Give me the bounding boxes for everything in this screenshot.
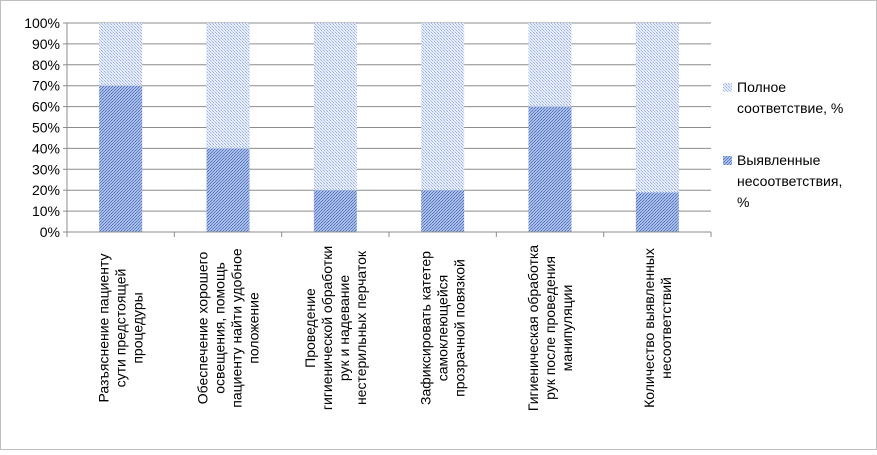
bar-segment <box>528 106 572 232</box>
x-tick-label: Гигиеническая обработкарук после проведе… <box>525 245 575 411</box>
y-axis: 0% 10% 20% 30% 40% 50% 60% 70% 80% 90% 100% <box>24 15 68 240</box>
bar-segment <box>313 190 357 232</box>
legend-label: Полное соответствие, % <box>737 79 843 116</box>
legend-item: Выявленные несоответствия,% <box>723 152 842 210</box>
legend-swatch <box>723 83 732 92</box>
x-tick-label: Разъяснение пациентусути предстоящейпроц… <box>96 254 146 403</box>
y-tick-label: 90% <box>32 36 60 52</box>
legend-swatch <box>723 156 732 165</box>
x-tick-label: Обеспечение хорошегоосвещения, помощьпац… <box>195 248 262 408</box>
y-tick-label: 100% <box>24 15 60 31</box>
y-tick-label: 0% <box>40 224 60 240</box>
legend-item: Полное соответствие, % <box>723 79 843 116</box>
bar-segment <box>421 23 465 191</box>
legend: Полное соответствие, % Выявленные несоответ… <box>723 79 843 210</box>
svg-text:Разъяснение пациентусути предс: Разъяснение пациентусути предстоящейпроц… <box>96 254 146 403</box>
bar-segment <box>528 23 572 107</box>
svg-text:Зафиксировать катетерсамоклеющ: Зафиксировать катетерсамоклеющейсяпрозра… <box>418 251 468 405</box>
y-tick-label: 10% <box>32 203 60 219</box>
bar-segment <box>421 190 465 232</box>
bar-segment <box>635 23 679 193</box>
y-tick-label: 60% <box>32 99 60 115</box>
svg-text:Обеспечение хорошегоосвещения,: Обеспечение хорошегоосвещения, помощьпац… <box>195 248 262 408</box>
bar-segment <box>99 23 143 86</box>
bar-segment <box>313 23 357 191</box>
y-tick-label: 70% <box>32 78 60 94</box>
y-tick-label: 30% <box>32 161 60 177</box>
y-tick-label: 50% <box>32 120 60 136</box>
bar-segment <box>99 85 143 232</box>
svg-text:Количество выявленныхнесоответ: Количество выявленныхнесоответствий <box>641 248 674 408</box>
bar-segment <box>206 23 250 149</box>
x-tick-label: Проведениегигиенической обработкирук и н… <box>302 246 369 410</box>
svg-text:Проведениегигиенической обрабо: Проведениегигиенической обработкирук и н… <box>302 246 369 410</box>
y-tick-label: 80% <box>32 57 60 73</box>
x-tick-label: Количество выявленныхнесоответствий <box>641 248 674 408</box>
x-axis: Разъяснение пациентусути предстоящейпроц… <box>66 231 712 411</box>
y-tick-label: 20% <box>32 182 60 198</box>
x-tick-label: Зафиксировать катетерсамоклеющейсяпрозра… <box>418 251 468 405</box>
svg-text:Гигиеническая обработкарук пос: Гигиеническая обработкарук после проведе… <box>525 245 575 411</box>
bar-segment <box>635 192 679 232</box>
bar-segment <box>206 148 250 232</box>
y-tick-label: 40% <box>32 140 60 156</box>
bars <box>99 23 679 232</box>
legend-label: Выявленные несоответствия,% <box>737 152 842 210</box>
